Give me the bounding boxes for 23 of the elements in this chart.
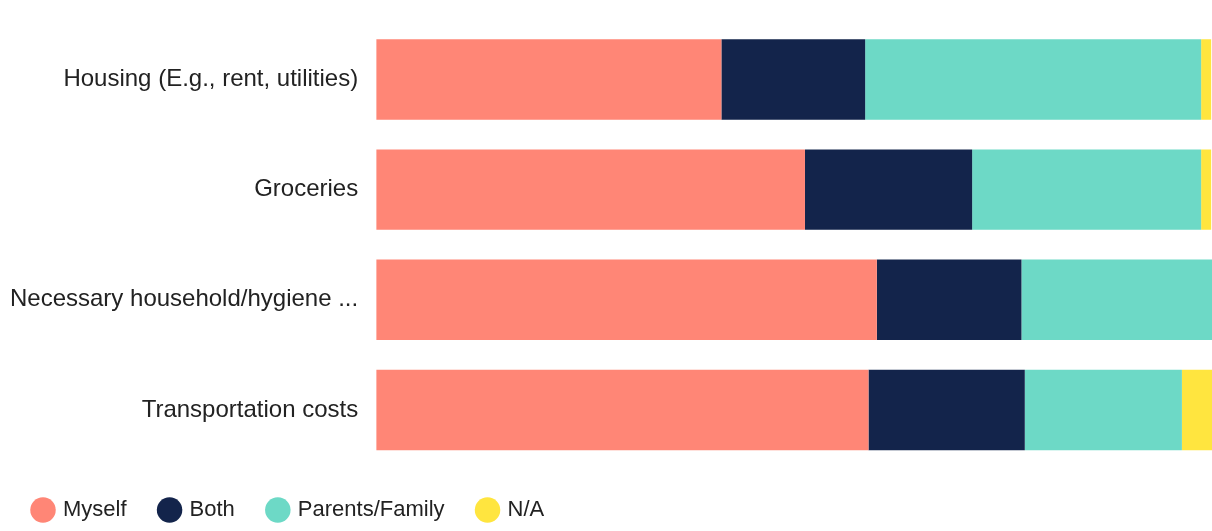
bar — [876, 259, 1022, 340]
bar — [868, 369, 1025, 451]
legend-label: N/A — [507, 496, 545, 522]
bar — [804, 149, 973, 230]
y-tick-label: Necessary household/hygiene ... — [9, 284, 359, 312]
legend-label: Myself — [63, 496, 128, 522]
bar — [1021, 259, 1212, 340]
bar — [1201, 39, 1212, 120]
bar — [376, 259, 877, 340]
bar — [721, 39, 866, 120]
bar — [1024, 369, 1182, 451]
bar — [376, 149, 805, 230]
bar — [865, 39, 1202, 120]
y-tick-label: Housing (E.g., rent, utilities) — [63, 64, 359, 92]
bar — [376, 369, 869, 451]
bar — [376, 39, 722, 120]
bar — [1201, 149, 1212, 230]
legend-label: Parents/Family — [297, 496, 445, 522]
y-tick-label: Transportation costs — [141, 394, 359, 422]
y-tick-label: Groceries — [254, 174, 359, 202]
legend-label: Both — [189, 496, 235, 522]
bar — [1181, 369, 1212, 451]
bar — [972, 149, 1202, 230]
